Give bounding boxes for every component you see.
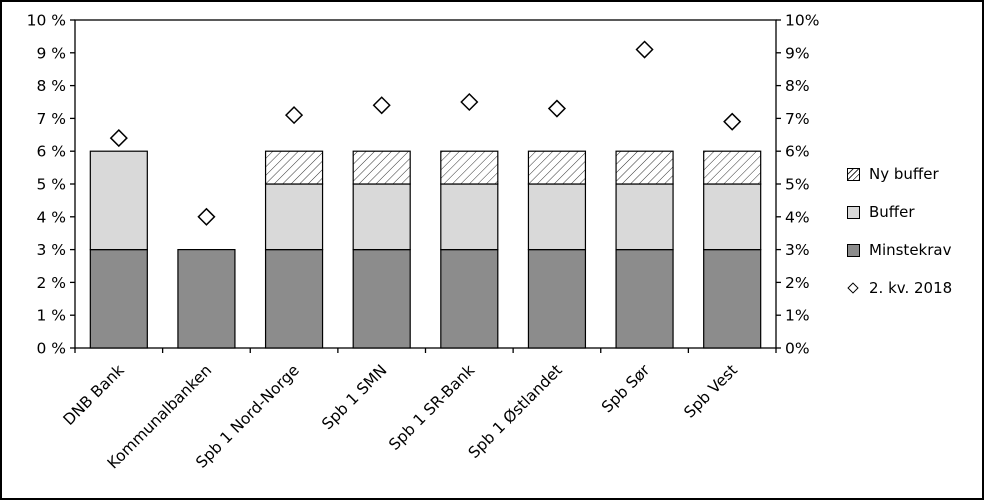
bar-segment-ny-buffer <box>615 150 674 185</box>
bar-segment-ny-buffer <box>264 150 324 185</box>
legend-item-q2-2018: 2. kv. 2018 <box>847 278 952 298</box>
legend-item-minstekrav: Minstekrav <box>847 240 952 260</box>
capital-requirements-stacked-bar-chart: 0 % 0% 1 % 1% 2 % 2% 3 % 3% 4 % 4% 5 % 5% 6 % 6% 7 % 7%… <box>27 12 820 473</box>
y-axis-label-left: 10 % <box>27 12 66 30</box>
y-axis-label-left: 1 % <box>36 307 66 325</box>
bar-segment-minstekrav <box>352 249 411 349</box>
scatter-marker-q2-2018 <box>285 106 304 125</box>
x-axis-label: Spb Sør <box>598 361 654 417</box>
scatter-marker-q2-2018 <box>109 129 128 148</box>
y-axis-label-right: 9% <box>785 44 810 62</box>
legend-item-ny-buffer: Ny buffer <box>847 164 952 184</box>
bar-segment-minstekrav <box>89 249 148 349</box>
scatter-marker-q2-2018 <box>723 112 742 131</box>
bar-segment-buffer <box>440 183 499 251</box>
scatter-marker-q2-2018 <box>197 207 216 226</box>
scatter-marker-q2-2018 <box>460 92 479 112</box>
legend-label-buffer: Buffer <box>869 203 915 221</box>
y-axis-label-left: 8 % <box>36 77 66 95</box>
scatter-marker-q2-2018 <box>635 40 654 59</box>
y-axis-label-right: 6% <box>785 143 810 161</box>
x-axis-label: Spb 1 Østlandet <box>465 361 566 462</box>
y-axis-label-left: 2 % <box>36 274 66 292</box>
minstekrav-swatch <box>847 243 860 257</box>
bar-segment-minstekrav <box>440 249 499 349</box>
bar-segment-buffer <box>352 183 411 251</box>
bar-segment-minstekrav <box>177 249 236 349</box>
scatter-marker-q2-2018 <box>372 96 391 115</box>
bar-segment-minstekrav <box>615 249 674 349</box>
bar-segment-ny-buffer <box>703 150 762 185</box>
x-axis-label: Spb 1 SR-Bank <box>385 361 478 454</box>
bar-segment-minstekrav <box>264 249 324 349</box>
y-axis-label-left: 5 % <box>36 176 66 194</box>
legend-label-ny-buffer: Ny buffer <box>869 165 939 183</box>
y-axis-label-left: 4 % <box>36 208 66 226</box>
y-axis-label-left: 0 % <box>36 340 66 358</box>
x-axis-label: DNB Bank <box>60 361 128 429</box>
bar-segment-buffer <box>615 183 674 251</box>
y-axis-label-left: 9 % <box>36 44 66 62</box>
y-axis-label-right: 3% <box>785 241 810 259</box>
bar-segment-minstekrav <box>527 249 587 349</box>
y-axis-label-right: 2% <box>785 274 810 292</box>
y-axis-label-right: 4% <box>785 208 810 226</box>
y-axis-label-right: 5% <box>785 176 810 194</box>
ny-buffer-hatch-swatch <box>847 167 860 181</box>
buffer-swatch <box>847 205 860 219</box>
y-axis-label-left: 7 % <box>36 110 66 128</box>
x-axis-label: Spb 1 SMN <box>318 361 390 433</box>
legend: Ny buffer Buffer Minstekrav 2. kv. 2018 <box>847 164 952 298</box>
bar-segment-ny-buffer <box>527 150 587 185</box>
x-axis-label: Spb Vest <box>681 361 741 421</box>
legend-item-buffer: Buffer <box>847 202 952 222</box>
y-axis-label-right: 7% <box>785 110 810 128</box>
bar-segment-buffer <box>264 183 324 251</box>
bar-segment-ny-buffer <box>352 150 411 185</box>
bar-segment-buffer <box>703 183 762 251</box>
bar-segment-minstekrav <box>703 249 762 349</box>
diamond-marker-icon <box>847 281 860 295</box>
legend-label-minstekrav: Minstekrav <box>869 241 952 259</box>
bar-segment-buffer <box>89 150 148 251</box>
legend-label-q2-2018: 2. kv. 2018 <box>869 279 953 297</box>
y-axis-label-left: 3 % <box>36 241 66 259</box>
y-axis-label-right: 0% <box>785 340 810 358</box>
scatter-marker-q2-2018 <box>547 99 566 118</box>
bar-segment-buffer <box>527 183 587 251</box>
bar-segment-ny-buffer <box>440 150 499 185</box>
y-axis-label-right: 1% <box>785 307 810 325</box>
y-axis-label-right: 8% <box>785 77 810 95</box>
y-axis-label-right: 10% <box>785 12 819 30</box>
y-axis-label-left: 6 % <box>36 143 66 161</box>
